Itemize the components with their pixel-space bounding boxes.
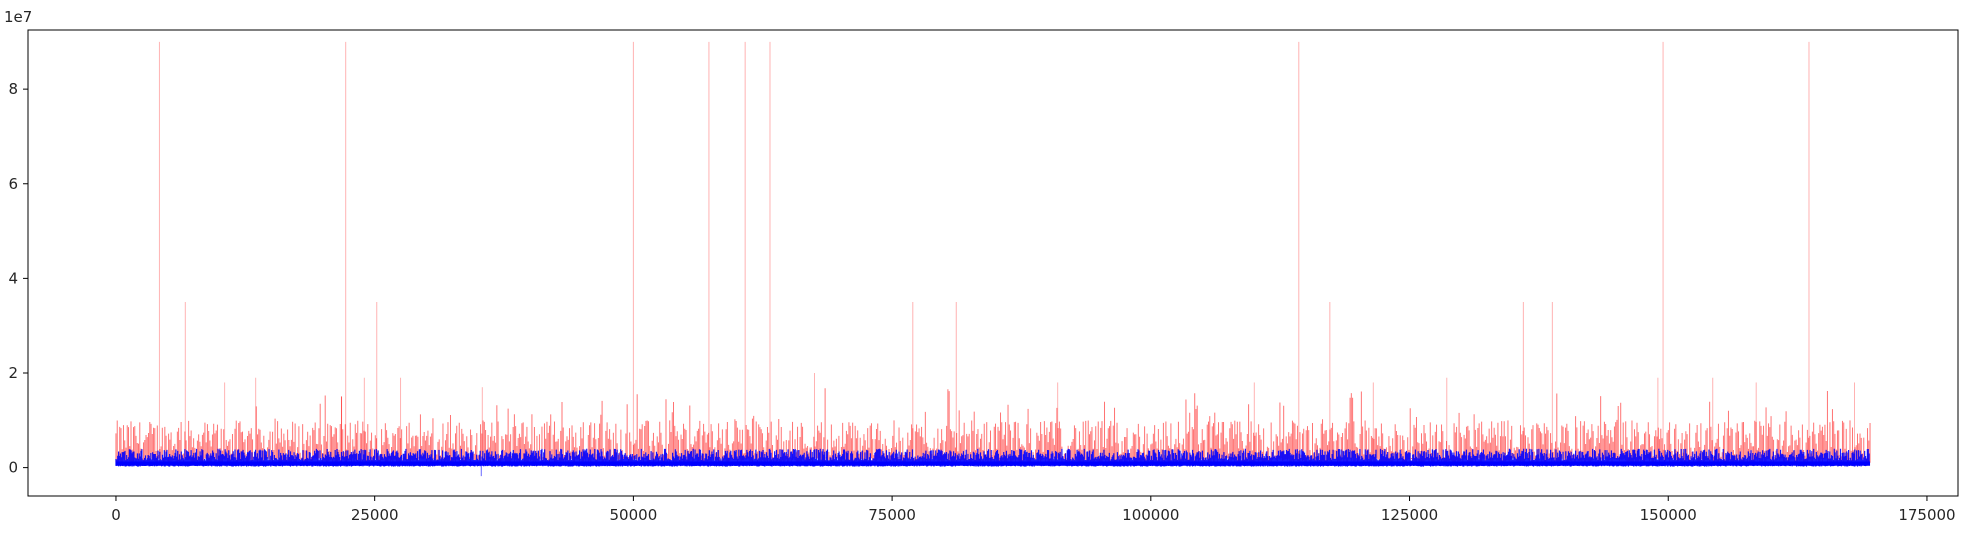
y-tick-label: 6 [8, 175, 18, 193]
plot-frame [27, 29, 1959, 497]
y-tick-label: 0 [8, 459, 18, 477]
series-blue-core [115, 461, 1871, 466]
x-tick-label: 50000 [610, 506, 658, 524]
x-tick-label: 100000 [1122, 506, 1179, 524]
x-tick-label: 150000 [1640, 506, 1697, 524]
y-tick-label: 4 [8, 269, 18, 287]
x-tick-label: 175000 [1898, 506, 1955, 524]
x-tick-label: 75000 [868, 506, 916, 524]
series-layer [115, 41, 1871, 477]
y-axis-offset-label: 1e7 [4, 8, 32, 26]
x-tick-label: 25000 [351, 506, 399, 524]
x-axis: 0 25000 50000 75000 100000 125000 150000 175000 [111, 496, 1956, 524]
x-tick-label: 125000 [1381, 506, 1438, 524]
y-tick-label: 8 [8, 80, 18, 98]
y-axis: 0 2 4 6 8 [8, 80, 28, 477]
x-tick-label: 0 [111, 506, 121, 524]
y-tick-label: 2 [8, 364, 18, 382]
series-blue [115, 448, 1871, 477]
